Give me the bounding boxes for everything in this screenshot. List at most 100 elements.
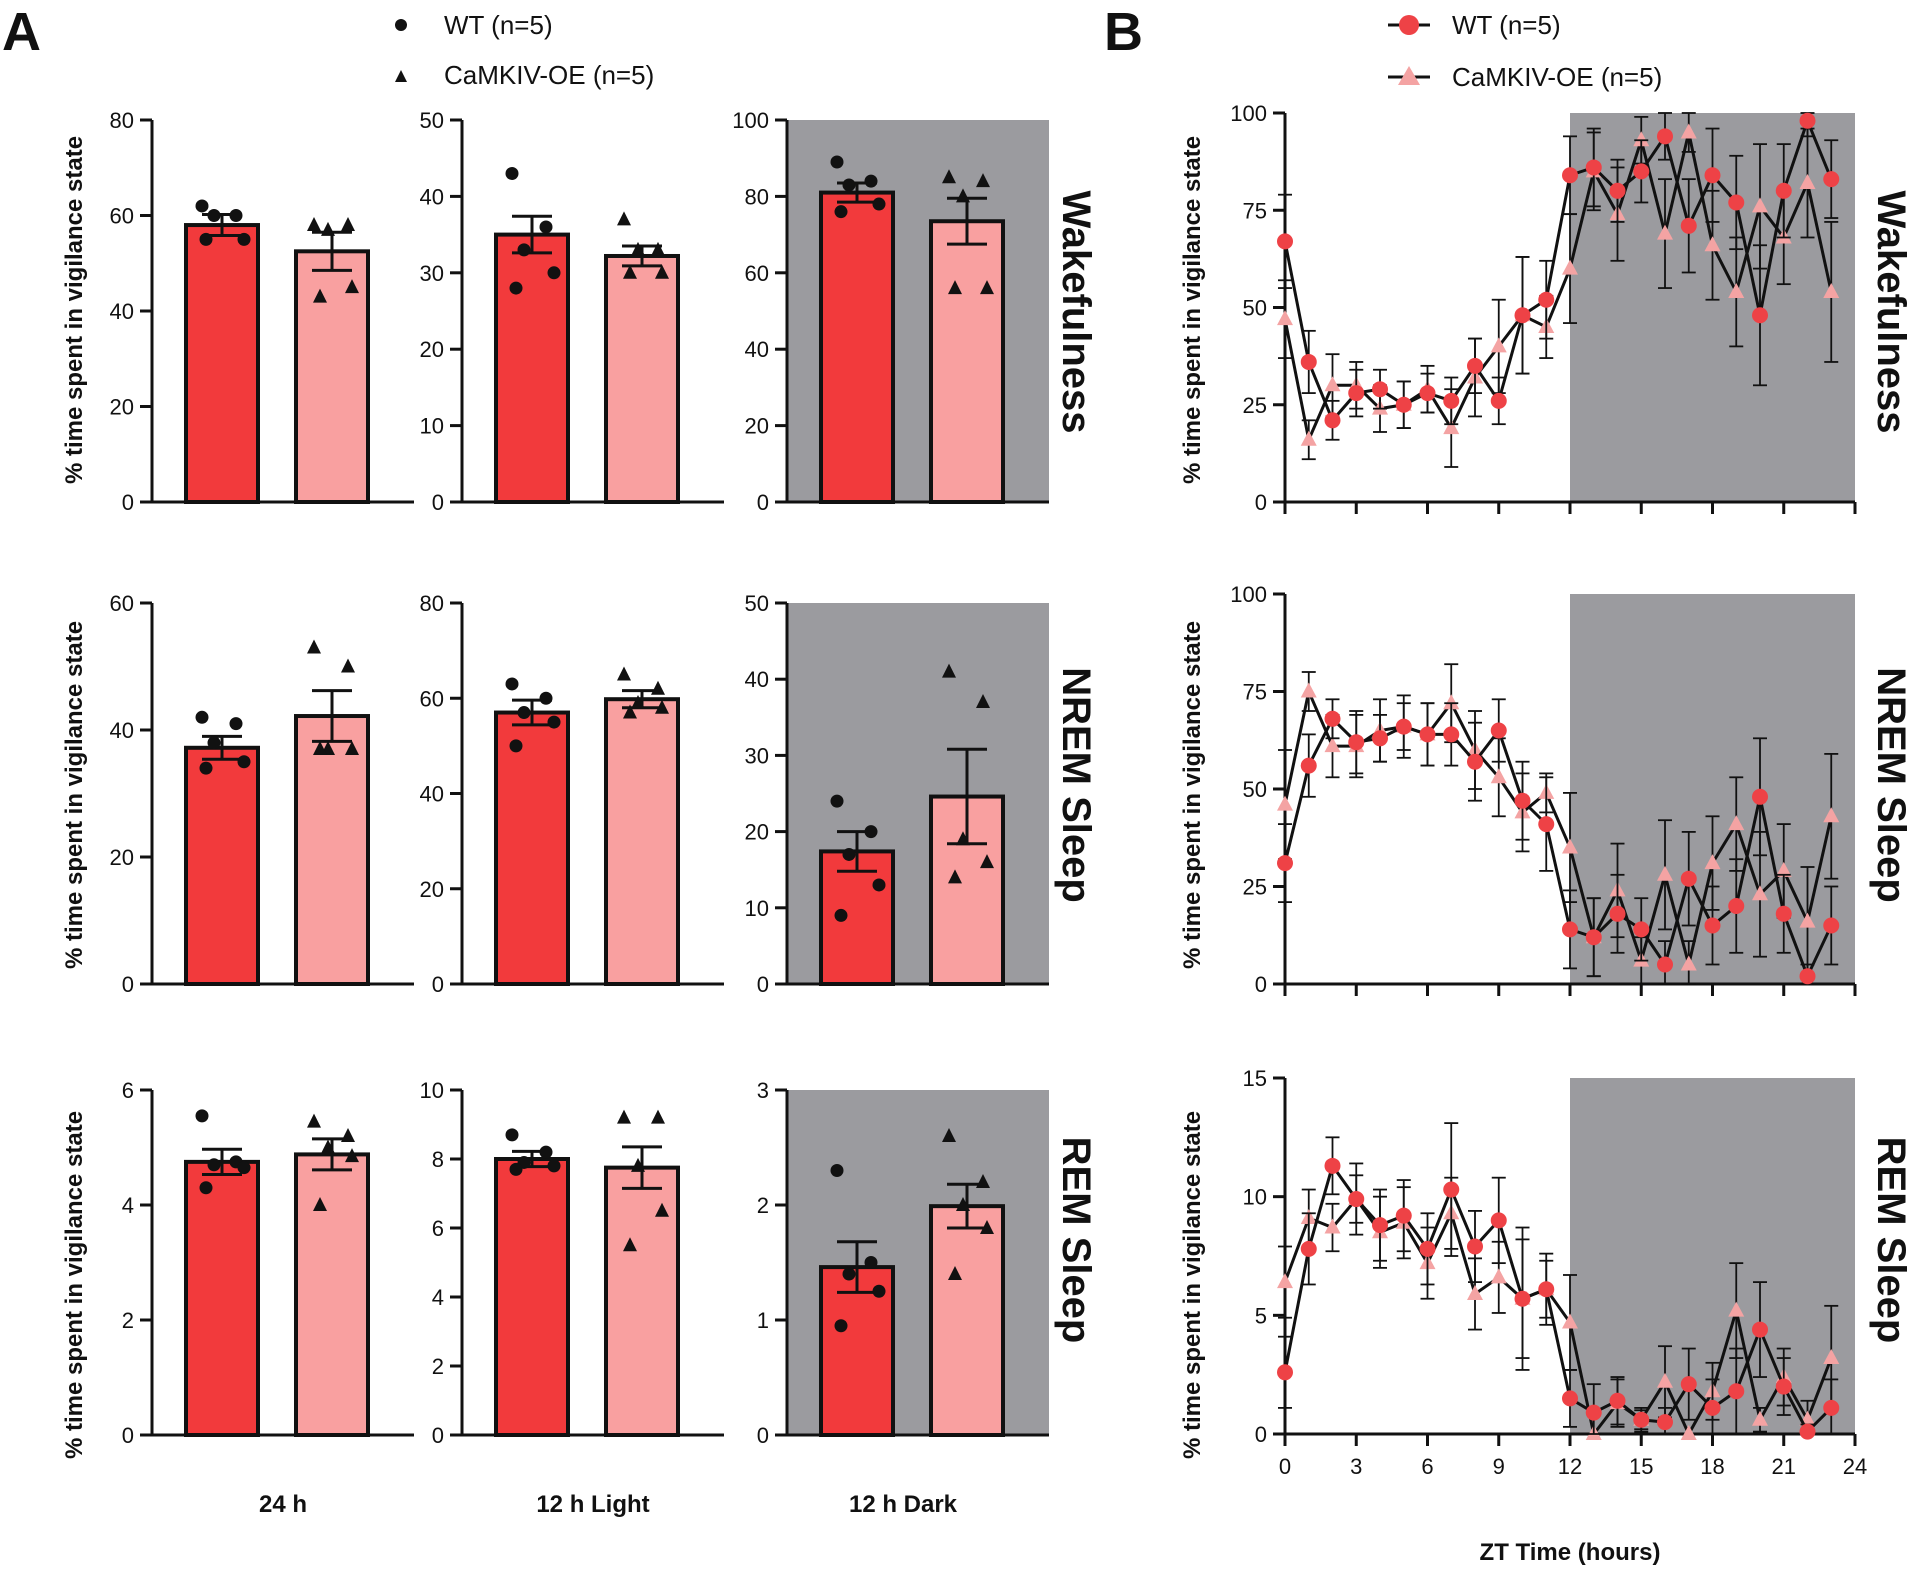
bar-wt — [494, 232, 570, 504]
data-point-wt — [872, 878, 886, 892]
y-tick-label: 0 — [122, 1423, 134, 1448]
data-point-oe — [1752, 885, 1768, 901]
y-tick-label: 0 — [122, 972, 134, 997]
data-point-oe — [1704, 236, 1721, 252]
data-point-wt — [1680, 217, 1697, 234]
bar-wt — [819, 190, 895, 505]
data-point-oe — [1704, 854, 1721, 870]
panel-b: 0 25 50 75 100 0 25 50 75 100 0 5 10 15 0 3 6 9 12 15 18 21 24 — [1230, 101, 1867, 1479]
x-tick-label: 21 — [1772, 1454, 1796, 1479]
y-tick-label: 60 — [110, 591, 134, 616]
y-tick-label: 50 — [1243, 296, 1267, 321]
data-point-oe — [942, 169, 956, 184]
x-tick-label: 0 — [1279, 1454, 1291, 1479]
data-point-wt — [1585, 1404, 1602, 1421]
data-point-wt — [1585, 159, 1602, 176]
category-label-12h-dark: 12 h Dark — [849, 1491, 958, 1518]
y-tick-label: 50 — [745, 591, 769, 616]
bar-oe — [294, 714, 370, 987]
data-point-oe — [1680, 955, 1697, 971]
y-tick-label: 2 — [757, 1193, 769, 1218]
data-point-wt — [1680, 1376, 1697, 1393]
data-point-wt — [1775, 1378, 1792, 1395]
data-point-wt — [1300, 757, 1317, 774]
data-point-oe — [976, 173, 990, 188]
data-point-oe — [321, 1139, 335, 1154]
data-point-wt — [505, 166, 519, 180]
data-point-oe — [948, 869, 962, 884]
data-point-oe — [1752, 1410, 1768, 1426]
data-point-wt — [237, 1161, 251, 1175]
data-point-wt — [509, 739, 523, 753]
data-point-oe — [1728, 1301, 1745, 1317]
data-point-oe — [341, 217, 355, 232]
data-point-oe — [956, 831, 970, 846]
bar-oe — [929, 1204, 1005, 1438]
x-axis-label-b: ZT Time (hours) — [1480, 1539, 1661, 1566]
x-tick-label: 9 — [1493, 1454, 1505, 1479]
data-point-wt — [539, 220, 553, 234]
bar-oe — [604, 1165, 680, 1437]
data-point-wt — [1395, 1207, 1412, 1224]
data-point-wt — [1609, 1392, 1626, 1409]
y-tick-label: 0 — [432, 490, 444, 515]
y-tick-label: 50 — [1243, 777, 1267, 802]
y-tick-label: 100 — [1230, 101, 1267, 126]
y-tick-label: 0 — [757, 1423, 769, 1448]
bar-chart-a-nrem-sleep-12-h-light: 0 20 40 60 80 — [420, 591, 724, 997]
series-wt — [1277, 112, 1840, 441]
data-point-wt — [237, 755, 251, 769]
data-point-oe — [1728, 282, 1745, 298]
y-tick-label: 15 — [1243, 1066, 1267, 1091]
line-chart-b-rem-sleep: 0 5 10 15 0 3 6 9 12 15 18 21 24 — [1243, 1066, 1868, 1479]
data-point-wt — [1277, 1364, 1293, 1381]
data-point-oe — [1324, 376, 1341, 392]
data-point-wt — [1419, 726, 1436, 743]
data-point-oe — [1562, 259, 1578, 275]
data-point-wt — [830, 1164, 844, 1177]
x-tick-label: 18 — [1700, 1454, 1724, 1479]
data-point-wt — [1372, 1217, 1388, 1234]
data-point-wt — [1799, 968, 1816, 985]
data-point-wt — [1633, 1411, 1650, 1428]
row-label-a-nrem: NREM Sleep — [1054, 667, 1098, 903]
data-point-wt — [517, 706, 531, 720]
data-point-oe — [980, 854, 994, 869]
legend-a: WT (n=5) CaMKIV-OE (n=5) — [395, 10, 654, 90]
line-chart-b-nrem-sleep: 0 25 50 75 100 — [1230, 582, 1857, 997]
y-tick-label: 80 — [420, 591, 444, 616]
data-point-wt — [1657, 956, 1673, 973]
data-point-wt — [517, 243, 531, 257]
data-point-oe — [1657, 865, 1673, 881]
bar-oe — [604, 253, 680, 504]
data-point-oe — [341, 658, 355, 673]
data-point-wt — [842, 847, 856, 861]
data-point-oe — [956, 1197, 970, 1211]
data-point-wt — [1514, 1290, 1531, 1307]
data-point-oe — [942, 663, 956, 678]
data-point-oe — [631, 241, 645, 256]
data-point-oe — [1633, 131, 1650, 147]
data-point-wt — [1823, 1399, 1840, 1416]
bar-chart-a-wakefulness-12-h-dark: 0 20 40 60 80 100 — [732, 108, 1049, 515]
data-point-oe — [655, 699, 669, 714]
data-point-oe — [345, 741, 359, 756]
data-point-wt — [1562, 167, 1578, 184]
data-point-oe — [1443, 694, 1460, 710]
data-point-wt — [195, 199, 209, 213]
y-tick-label: 20 — [745, 820, 769, 845]
y-tick-label: 4 — [122, 1193, 134, 1218]
data-point-wt — [505, 677, 519, 691]
bar-chart-a-nrem-sleep-24-h: 0 20 40 60 — [110, 591, 414, 997]
y-tick-label: 40 — [745, 337, 769, 362]
data-point-oe — [1823, 1349, 1840, 1365]
bar-chart-a-nrem-sleep-12-h-dark: 0 10 20 30 40 50 — [745, 591, 1049, 997]
y-tick-label: 8 — [432, 1147, 444, 1172]
y-tick-label: 10 — [420, 414, 444, 439]
data-point-oe — [313, 288, 327, 303]
data-point-wt — [864, 825, 878, 839]
data-point-wt — [207, 209, 221, 222]
data-point-oe — [1277, 795, 1293, 811]
data-point-wt — [237, 232, 251, 246]
bar-wt — [494, 1157, 570, 1437]
